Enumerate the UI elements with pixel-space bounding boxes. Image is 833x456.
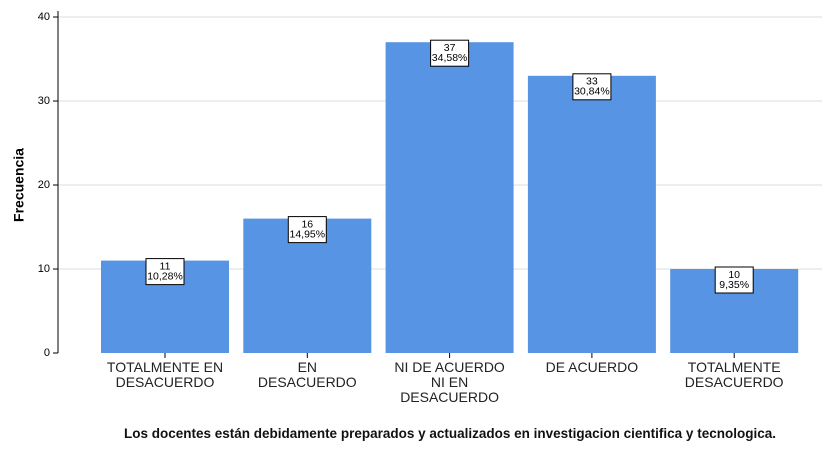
x-tick-label: DE ACUERDO (545, 359, 639, 375)
x-tick-label: EN DESACUERDO (257, 359, 357, 390)
data-label-count: 11 (160, 260, 171, 272)
chart-title: Los docentes están debidamente preparado… (124, 426, 776, 441)
y-tick-label: 20 (38, 179, 50, 191)
data-label-percent: 9,35% (719, 279, 749, 291)
data-label-percent: 14,95% (289, 228, 325, 240)
y-tick-label: 0 (44, 347, 50, 359)
x-tick-label: TOTALMENTE DESACUERDO (684, 359, 784, 390)
data-label-box (572, 73, 612, 101)
data-label-box (145, 258, 185, 286)
data-label-box (430, 39, 470, 67)
y-tick-label: 40 (38, 11, 50, 23)
bar (527, 75, 656, 354)
data-label-count: 33 (586, 76, 598, 88)
data-label-box (714, 266, 754, 294)
data-label-count: 10 (728, 269, 740, 281)
y-axis-label: Frecuencia (11, 148, 27, 222)
bar (385, 42, 514, 353)
x-tick-label: TOTALMENTE EN DESACUERDO (106, 359, 224, 390)
data-label-percent: 30,84% (574, 86, 610, 98)
x-tick-label: NI DE ACUERDO NI EN DESACUERDO (394, 359, 505, 405)
data-label-box (287, 216, 327, 244)
data-label-count: 16 (301, 218, 313, 230)
data-label-percent: 10,28% (147, 270, 183, 282)
y-tick-label: 10 (38, 263, 50, 275)
y-tick-label: 30 (38, 95, 50, 107)
data-label-percent: 34,58% (432, 52, 468, 64)
data-label-count: 37 (444, 42, 456, 54)
